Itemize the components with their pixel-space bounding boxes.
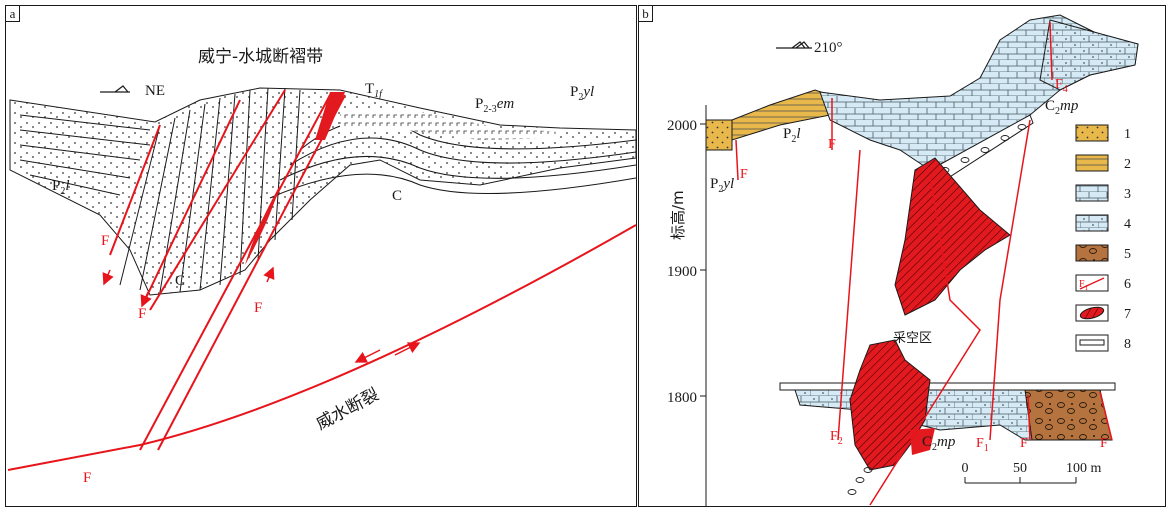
legend-num-7: 7 — [1124, 307, 1131, 322]
legend-swatch-7 — [1075, 304, 1109, 322]
fault-label-f2: F2 — [830, 429, 843, 447]
direction-arrow-icon — [100, 85, 130, 93]
slip-arrow-5 — [394, 342, 421, 356]
stratum-p2yl-b: P2yl — [710, 176, 734, 195]
fault-label-a3: F — [254, 300, 262, 316]
panel-b-label: b — [642, 6, 649, 21]
legend-swatch-6: F1 — [1075, 274, 1109, 292]
fault-label-f4: F4 — [1055, 77, 1068, 95]
fault-label-a2: F — [138, 306, 146, 322]
stratum-c2mp-top: C2mp — [1045, 98, 1079, 117]
legend-swatch-2 — [1075, 154, 1109, 172]
legend-num-2: 2 — [1124, 157, 1131, 172]
fault-label-f1: F1 — [976, 436, 989, 454]
panel-a-orebody-2 — [315, 92, 345, 140]
stratum-c-left: C — [175, 273, 185, 289]
belt-name: 威宁-水城断褶带 — [198, 47, 323, 67]
stratum-p2yl-a: P2yl — [570, 84, 594, 103]
legend-num-3: 3 — [1124, 187, 1131, 202]
scale-bar: 0 50 100 m — [962, 461, 1102, 484]
direction-indicator-a: NE — [100, 83, 165, 99]
legend-swatch-8 — [1075, 334, 1109, 352]
lower-orebody-fill — [910, 428, 935, 455]
legend-num-4: 4 — [1124, 217, 1131, 232]
panel-a: a — [5, 5, 637, 507]
unit-p2l-block — [731, 89, 831, 141]
legend-num-6: 6 — [1124, 277, 1131, 292]
unit-p2yl-block — [705, 119, 733, 151]
fault-label-b3: F — [1020, 436, 1028, 451]
goaf-label: 采空区 — [893, 331, 932, 346]
stratum-p23em: P2-3em — [475, 96, 514, 115]
stratum-t1f: T1f — [365, 81, 383, 100]
direction-indicator-b: 210° — [776, 40, 843, 56]
legend-swatch-4 — [1075, 214, 1109, 232]
lower-orebody — [849, 339, 931, 471]
panel-a-orebody-1 — [245, 185, 280, 265]
legend: 1 2 3 4 5 F1 6 7 8 — [1075, 124, 1131, 352]
panel-a-label: a — [10, 6, 16, 21]
scale-tick-50: 50 — [1013, 461, 1027, 476]
fault-label-b1: F — [740, 167, 748, 182]
fault-label-a4: F — [83, 470, 91, 486]
legend-fault-symbol: F1 — [1079, 279, 1089, 292]
y-tick-1900: 1900 — [667, 264, 697, 280]
scale-tick-0: 0 — [962, 461, 969, 476]
panel-a-label-box — [5, 5, 20, 22]
fault-name: 威水断裂 — [313, 385, 382, 435]
direction-label-b: 210° — [814, 40, 843, 56]
goaf-area — [893, 322, 935, 340]
y-tick-1800: 1800 — [667, 390, 697, 406]
legend-num-1: 1 — [1124, 127, 1131, 142]
scale-tick-100: 100 m — [1066, 461, 1102, 476]
weishui-fault-trace — [7, 224, 637, 471]
p23em-band — [340, 110, 560, 140]
legend-num-5: 5 — [1124, 247, 1131, 262]
fault-label-b2: F — [828, 137, 836, 152]
y-axis-label: 标高/m — [669, 190, 687, 240]
legend-swatch-1 — [1075, 124, 1109, 142]
direction-arrow-icon-b — [776, 41, 812, 49]
fault-label-b4: F — [1100, 436, 1108, 451]
panel-a-frame — [5, 5, 637, 507]
slip-arrow-4 — [354, 349, 381, 363]
legend-num-8: 8 — [1124, 337, 1131, 352]
stratum-c-right: C — [392, 188, 402, 204]
roadway-level — [779, 382, 1116, 391]
legend-swatch-3 — [1075, 184, 1109, 202]
y-axis: 2000 1900 1800 标高/m — [667, 105, 707, 506]
direction-label-a: NE — [145, 83, 165, 99]
stratum-c2mp-bottom: C2mp — [922, 434, 956, 453]
slip-arrow-2 — [140, 291, 152, 308]
stratum-p2l-a: P2l — [52, 178, 70, 197]
upper-orebody — [894, 157, 1011, 316]
panel-a-faults — [7, 89, 637, 471]
breccia-clasts-lower — [847, 467, 873, 495]
fault-label-a1: F — [101, 233, 109, 249]
panel-b-faults — [735, 21, 1113, 506]
slip-arrow-3 — [263, 266, 275, 283]
unit-breccia-lower — [1024, 389, 1113, 441]
legend-swatch-5 — [1075, 244, 1109, 262]
panel-b-frame — [638, 5, 1166, 507]
stratum-p2l-b: P2l — [783, 126, 801, 145]
panel-b-label-box — [638, 5, 653, 22]
unit-dolomite-upper — [1039, 19, 1139, 91]
panel-b: b 2000 1900 1800 标高/m 210° — [638, 5, 1166, 507]
y-tick-2000: 2000 — [667, 118, 697, 134]
slip-arrow-1 — [102, 269, 114, 286]
